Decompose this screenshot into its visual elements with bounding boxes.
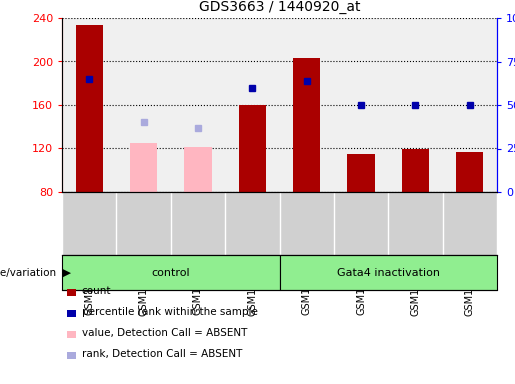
Bar — [130, 143, 157, 192]
Text: ▶: ▶ — [59, 268, 72, 278]
Bar — [402, 149, 429, 192]
Text: value, Detection Call = ABSENT: value, Detection Call = ABSENT — [81, 328, 247, 338]
Bar — [280, 255, 497, 290]
Text: count: count — [81, 286, 111, 296]
Text: percentile rank within the sample: percentile rank within the sample — [81, 307, 258, 317]
Bar — [76, 25, 103, 192]
Bar — [62, 255, 280, 290]
Text: Gata4 inactivation: Gata4 inactivation — [337, 268, 440, 278]
Bar — [348, 154, 374, 192]
Text: rank, Detection Call = ABSENT: rank, Detection Call = ABSENT — [81, 349, 242, 359]
Bar — [184, 147, 212, 192]
Bar — [456, 152, 484, 192]
Text: genotype/variation: genotype/variation — [0, 268, 57, 278]
Text: control: control — [151, 268, 190, 278]
Title: GDS3663 / 1440920_at: GDS3663 / 1440920_at — [199, 0, 360, 14]
Bar — [293, 58, 320, 192]
Bar — [239, 105, 266, 192]
